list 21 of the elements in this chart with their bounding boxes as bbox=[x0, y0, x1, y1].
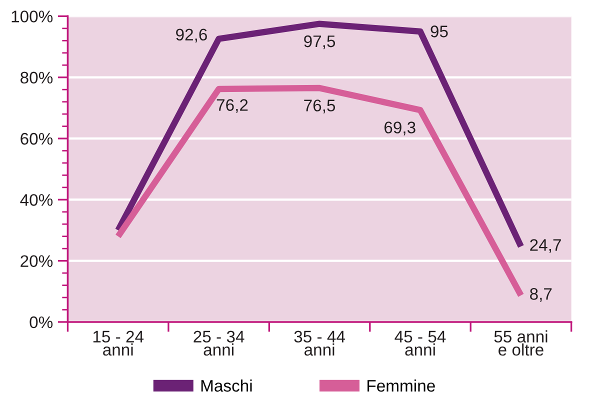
y-tick-label: 20% bbox=[20, 255, 53, 268]
data-label: 24,7 bbox=[530, 239, 561, 253]
x-tick-label: 55 anni e oltre bbox=[494, 330, 548, 356]
data-label: 76,5 bbox=[304, 100, 336, 114]
x-tick-label: 35 - 44 anni bbox=[294, 330, 345, 356]
y-tick-label: 60% bbox=[20, 132, 53, 145]
y-tick-label: 40% bbox=[20, 194, 53, 206]
data-label: 95 bbox=[430, 26, 448, 38]
data-label: 76,2 bbox=[216, 99, 248, 113]
x-tick-label: 25 - 34 anni bbox=[194, 330, 244, 356]
y-tick-label: 100% bbox=[12, 10, 53, 22]
y-tick-label: 80% bbox=[20, 72, 53, 84]
data-label: 69,3 bbox=[384, 122, 416, 136]
x-tick-label: 15 - 24 anni bbox=[93, 330, 144, 356]
y-tick-label: 0% bbox=[30, 316, 53, 328]
data-label: 92,6 bbox=[176, 28, 207, 42]
x-tick-label: 45 - 54 anni bbox=[394, 330, 446, 356]
legend-label: Femmine bbox=[368, 379, 435, 392]
data-label: 97,5 bbox=[304, 35, 336, 50]
data-label: 8,7 bbox=[530, 288, 552, 302]
legend-label: Maschi bbox=[201, 379, 252, 392]
